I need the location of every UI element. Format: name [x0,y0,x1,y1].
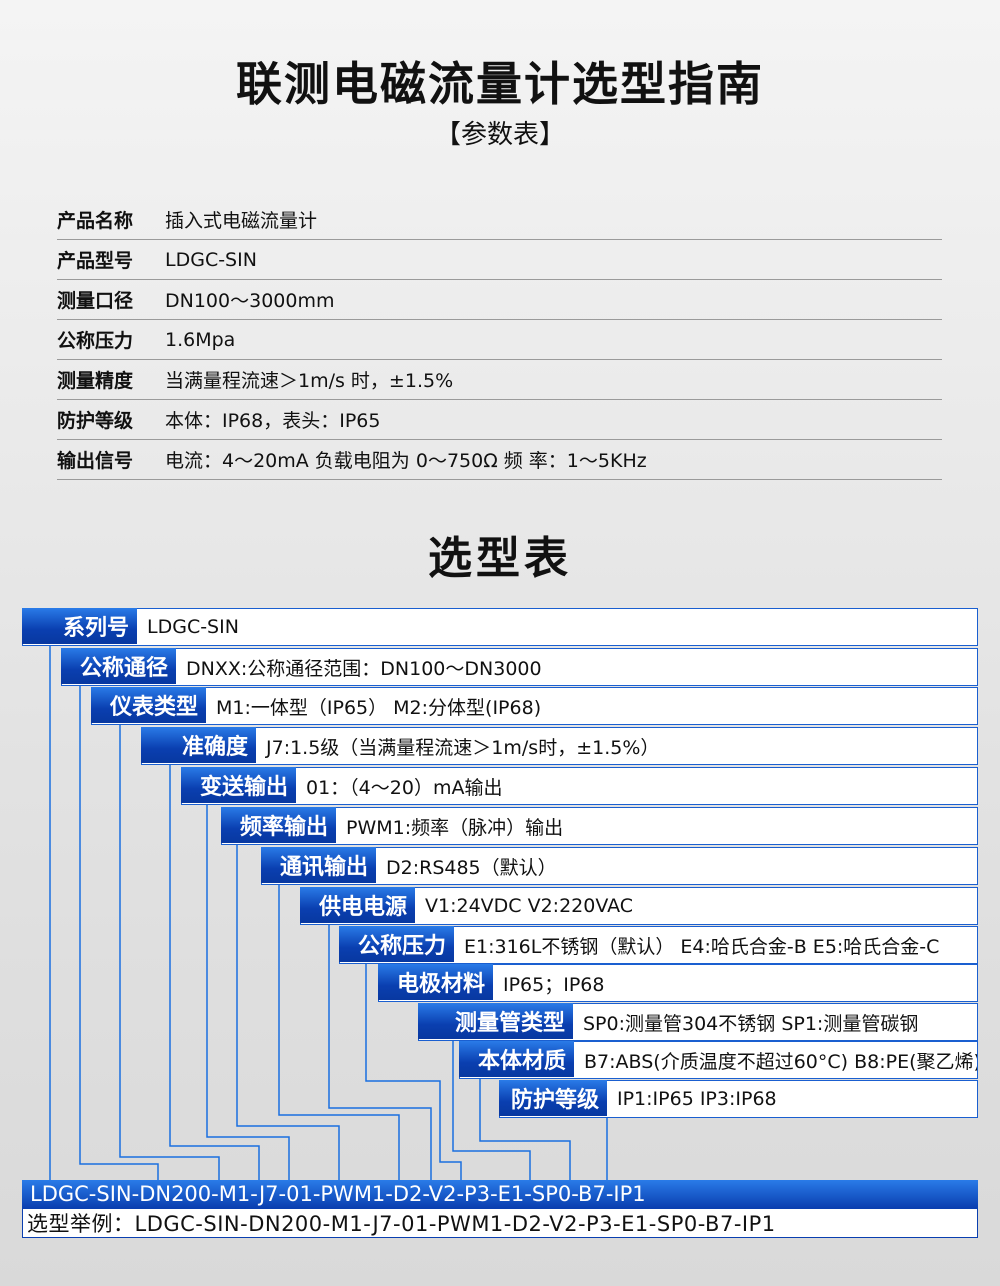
selection-row: 本体材质 B7:ABS(介质温度不超过60°C) B8:PE(聚乙烯) [459,1041,978,1079]
param-value: 插入式电磁流量计 [165,210,318,232]
row-value: E1:316L不锈钢（默认） E4:哈氏合金-B E5:哈氏合金-C [464,935,940,958]
parameter-table: 产品名称 插入式电磁流量计产品型号 LDGC-SIN 测量口径 DN100～3000mm… [57,200,942,480]
row-value: M1:一体型（IP65） M2:分体型(IP68) [216,696,542,719]
row-value: IP1:IP65 IP3:IP68 [617,1088,777,1110]
selection-row: 测量管类型 SP0:测量管304不锈钢 SP1:测量管碳钢 [418,1003,978,1041]
connector-line [119,725,220,1180]
param-key: 测量口径 [57,290,134,312]
selection-title: 选型表 [428,533,572,584]
selection-row: 变送输出 01：（4～20）mA输出 [181,767,978,805]
param-value: 当满量程流速＞1m/s 时，±1.5% [165,370,454,392]
row-label: 本体材质 [459,1041,574,1077]
param-row: 公称压力 1.6Mpa [57,320,942,360]
connector-line [452,1040,531,1180]
param-value: LDGC-SIN [165,248,257,271]
param-key: 公称压力 [57,330,134,352]
param-row: 输出信号 电流：4～20mA 负载电阻为 0～750Ω 频 率：1～5KHz [57,440,942,480]
row-value: D2:RS485（默认） [386,856,557,879]
row-label: 防护等级 [499,1080,607,1116]
param-row: 防护等级 本体：IP68，表头：IP65 [57,400,942,440]
connector-line [169,765,260,1180]
row-label: 频率输出 [221,807,336,843]
row-value: LDGC-SIN [147,616,239,638]
row-label: 电极材料 [378,964,493,1000]
selection-row: 电极材料 IP65；IP68 [378,964,978,1002]
row-label: 测量管类型 [418,1003,573,1039]
row-value: V1:24VDC V2:220VAC [425,895,634,917]
row-value: B7:ABS(介质温度不超过60°C) B8:PE(聚乙烯) [584,1050,977,1073]
selection-example: 选型举例：LDGC-SIN-DN200-M1-J7-01-PWM1-D2-V2-… [22,1208,978,1238]
selection-row: 频率输出 PWM1:频率（脉冲）输出 [221,807,978,845]
row-value: DNXX:公称通径范围：DN100～DN3000 [186,657,542,680]
row-label: 仪表类型 [91,687,206,723]
selection-row: 系列号 LDGC-SIN [22,608,978,646]
page-subtitle: 【参数表】 [434,120,565,150]
param-row: 产品型号 LDGC-SIN [57,240,942,280]
row-label: 公称压力 [339,926,454,962]
selection-row: 防护等级 IP1:IP65 IP3:IP68 [499,1080,978,1118]
connector-line [328,925,432,1180]
param-value: 电流：4～20mA 负载电阻为 0～750Ω 频 率：1～5KHz [165,450,647,472]
model-code-bar: LDGC-SIN-DN200-M1-J7-01-PWM1-D2-V2-P3-E1… [22,1180,978,1208]
param-key: 输出信号 [57,450,134,472]
param-key: 防护等级 [57,410,134,432]
param-key: 测量精度 [57,370,134,392]
row-value: J7:1.5级（当满量程流速＞1m/s时，±1.5%） [266,736,660,759]
param-value: 1.6Mpa [165,328,236,351]
page-title: 联测电磁流量计选型指南 [236,57,764,111]
row-value: 01：（4～20）mA输出 [306,776,503,799]
connector-line [206,805,290,1180]
selection-row: 供电电源 V1:24VDC V2:220VAC [300,887,978,925]
connector-line [479,1078,571,1180]
row-value: PWM1:频率（脉冲）输出 [346,816,564,839]
row-value: IP65；IP68 [503,973,605,996]
param-key: 产品名称 [57,210,134,232]
row-label: 系列号 [22,608,137,644]
row-label: 公称通径 [61,648,176,684]
connector-line [236,845,340,1180]
param-row: 产品名称 插入式电磁流量计 [57,200,942,240]
selection-row: 公称压力 E1:316L不锈钢（默认） E4:哈氏合金-B E5:哈氏合金-C [339,926,978,964]
row-label: 供电电源 [300,887,415,923]
selection-row: 仪表类型 M1:一体型（IP65） M2:分体型(IP68) [91,687,978,725]
selection-row: 准确度 J7:1.5级（当满量程流速＞1m/s时，±1.5%） [141,727,978,765]
selection-row: 公称通径 DNXX:公称通径范围：DN100～DN3000 [61,648,978,686]
connector-line [79,686,159,1180]
connector-line [365,963,462,1180]
connector-line [278,885,400,1180]
row-label: 准确度 [141,727,256,763]
param-value: 本体：IP68，表头：IP65 [165,410,381,432]
param-key: 产品型号 [57,250,134,272]
row-label: 通讯输出 [261,847,376,883]
row-value: SP0:测量管304不锈钢 SP1:测量管碳钢 [583,1012,919,1035]
row-label: 变送输出 [181,767,296,803]
param-value: DN100～3000mm [165,290,335,312]
param-row: 测量口径 DN100～3000mm [57,280,942,320]
selection-row: 通讯输出 D2:RS485（默认） [261,847,978,885]
param-row: 测量精度 当满量程流速＞1m/s 时，±1.5% [57,360,942,400]
